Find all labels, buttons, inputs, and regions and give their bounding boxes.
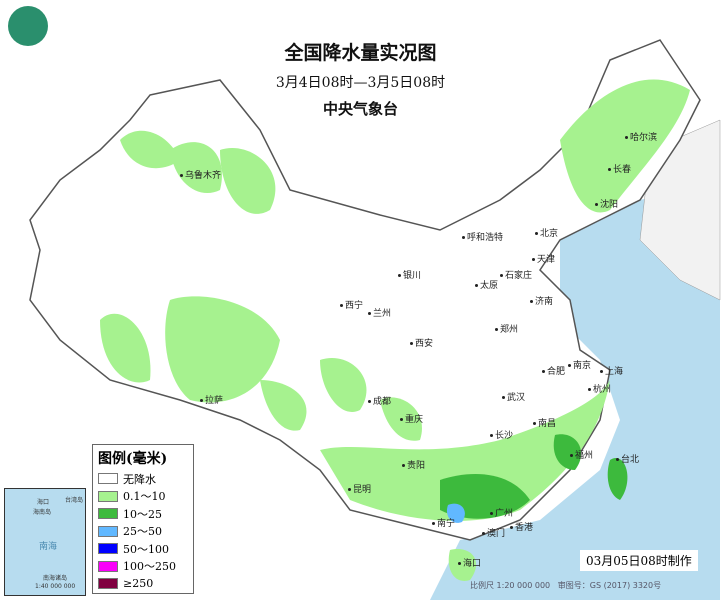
scale-approval: 比例尺 1:20 000 000 审图号：GS (2017) 3320号	[470, 580, 661, 591]
approval-text: 审图号：GS (2017) 3320号	[557, 581, 662, 590]
city-label: 杭州	[588, 382, 611, 395]
city-label: 重庆	[400, 412, 423, 425]
city-label: 福州	[570, 448, 593, 461]
scale-text: 比例尺 1:20 000 000	[470, 581, 551, 590]
inset-label: 南海	[39, 542, 58, 552]
city-label: 合肥	[542, 364, 565, 377]
legend-swatch	[98, 508, 118, 520]
city-label: 呼和浩特	[462, 230, 503, 243]
legend-title: 图例(毫米)	[98, 451, 168, 467]
legend-swatch	[98, 473, 118, 485]
city-label: 天津	[532, 252, 555, 265]
city-label: 沈阳	[595, 197, 618, 210]
city-label: 济南	[530, 294, 553, 307]
legend-swatch	[98, 543, 118, 555]
legend-label: 10～25	[123, 507, 162, 521]
legend-item: 100～250	[98, 558, 188, 576]
city-label: 成都	[368, 394, 391, 407]
city-label: 上海	[600, 364, 623, 377]
made-at-stamp: 03月05日08时制作	[580, 550, 698, 571]
legend-label: 无降水	[123, 472, 156, 486]
city-label: 广州	[490, 506, 513, 519]
city-label: 南昌	[533, 416, 556, 429]
map-title: 全国降水量实况图	[284, 42, 437, 64]
legend-item: 无降水	[98, 470, 188, 488]
inset-label: 台湾岛	[65, 497, 84, 504]
legend-label: 100～250	[123, 560, 176, 574]
city-label: 西安	[410, 336, 433, 349]
inset-label: 南海诸岛	[43, 575, 68, 582]
city-label: 武汉	[502, 390, 525, 403]
city-label: 贵阳	[402, 458, 425, 471]
legend-label: ≥250	[123, 577, 154, 591]
city-label: 长沙	[490, 428, 513, 441]
legend-label: 25～50	[123, 525, 162, 539]
city-label: 石家庄	[500, 268, 532, 281]
legend-item: 50～100	[98, 540, 188, 558]
city-label: 澳门	[482, 526, 505, 539]
inset-label: 1:40 000 000	[35, 583, 76, 590]
city-label: 乌鲁木齐	[180, 168, 221, 181]
legend-item: 0.1～10	[98, 488, 188, 506]
city-label: 台北	[616, 452, 639, 465]
cma-logo	[8, 6, 48, 46]
city-label: 海口	[458, 556, 481, 569]
legend-swatch	[98, 490, 118, 502]
inset-label: 海南岛	[33, 509, 52, 516]
city-label: 拉萨	[200, 393, 223, 406]
legend-item: 25～50	[98, 523, 188, 541]
legend-label: 0.1～10	[123, 490, 166, 504]
inset-label: 海口	[37, 499, 50, 506]
map-period: 3月4日08时—3月5日08时	[275, 75, 446, 91]
city-label: 西宁	[340, 298, 363, 311]
map-issuer: 中央气象台	[322, 100, 398, 118]
legend-item: ≥250	[98, 575, 188, 593]
city-label: 银川	[398, 268, 421, 281]
legend-label: 50～100	[123, 542, 169, 556]
legend-swatch	[98, 578, 118, 590]
south-china-sea-inset: 海口 海南岛 台湾岛 南海 南海诸岛 1:40 000 000	[4, 488, 86, 596]
city-label: 北京	[535, 226, 558, 239]
legend-swatch	[98, 525, 118, 537]
city-label: 南京	[568, 358, 591, 371]
legend-swatch	[98, 560, 118, 572]
city-label: 兰州	[368, 306, 391, 319]
city-label: 太原	[475, 278, 498, 291]
city-label: 南宁	[432, 516, 455, 529]
city-label: 哈尔滨	[625, 130, 657, 143]
city-label: 长春	[608, 162, 631, 175]
city-label: 郑州	[495, 322, 518, 335]
sea	[430, 180, 720, 600]
legend: 图例(毫米) 无降水 0.1～10 10～25 25～50 50～100 100～250 ≥…	[92, 444, 194, 594]
city-label: 香港	[510, 520, 533, 533]
city-label: 昆明	[348, 482, 371, 495]
legend-item: 10～25	[98, 505, 188, 523]
